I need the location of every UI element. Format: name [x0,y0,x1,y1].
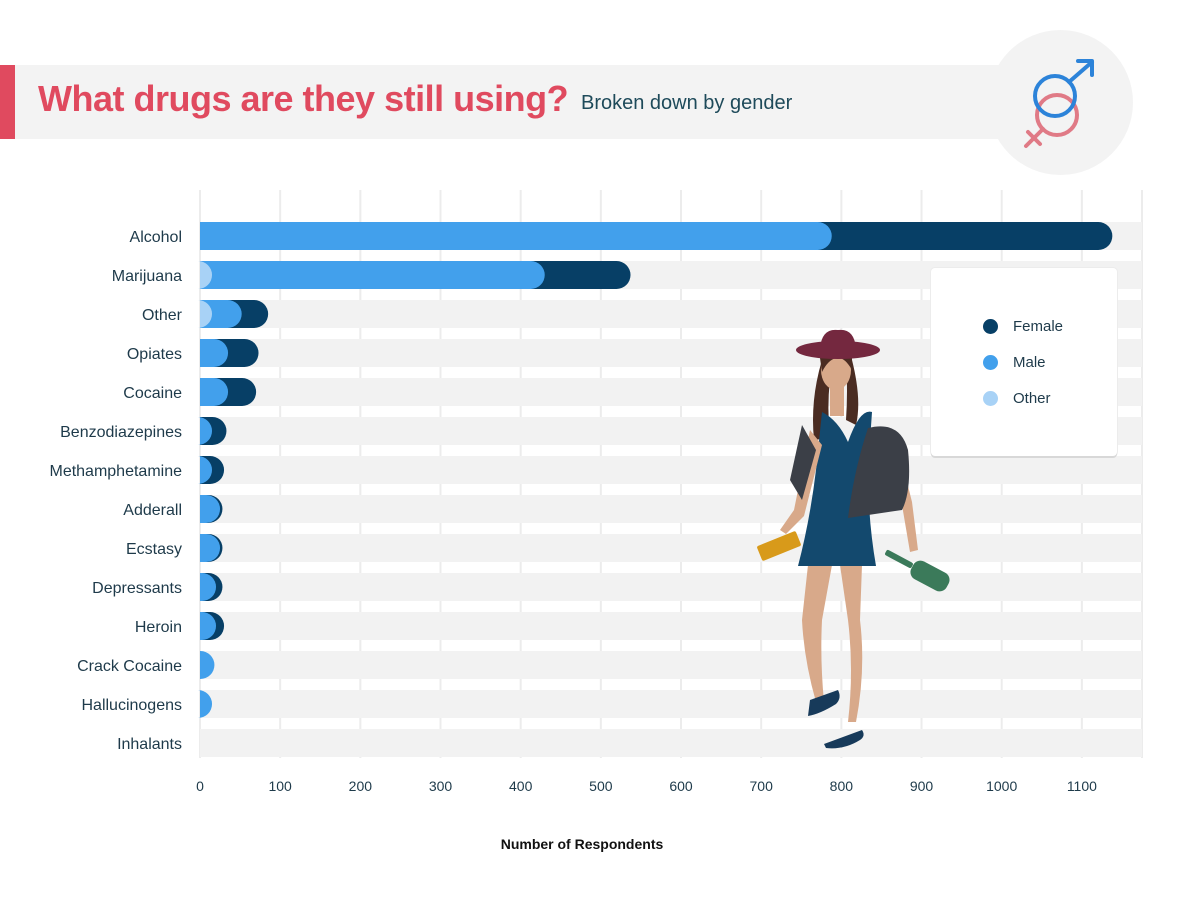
bar-male [200,495,221,523]
legend-item-other: Other [983,388,1051,408]
bar-male [198,417,213,445]
bar-male [200,300,242,328]
bar-male [200,222,832,250]
bar-track [200,690,1142,718]
bar-male [200,612,217,640]
legend-label-female: Female [1013,317,1064,335]
x-tick-label: 500 [589,778,613,794]
x-tick-label: 700 [750,778,774,794]
x-axis-title: Number of Respondents [500,836,664,852]
legend-item-female: Female [983,316,1063,336]
x-tick-label: 100 [268,778,292,794]
x-tick-label: 600 [669,778,693,794]
category-label: Inhalants [117,736,182,753]
chart-subtitle: Broken down by gender [581,92,793,114]
chart-title: What drugs are they still using? [38,78,569,119]
bar-male [200,573,217,601]
category-label: Methamphetamine [49,463,182,480]
category-label: Depressants [92,580,182,597]
gender-symbols-icon [988,30,1133,175]
bar-other [198,300,213,328]
category-label: Alcohol [130,229,182,246]
chart-legend: Female Male Other [931,268,1117,456]
x-tick-label: 300 [429,778,453,794]
legend-swatch-female [983,318,998,334]
legend-swatch-male [983,354,998,370]
x-tick-label: 400 [509,778,533,794]
bar-track [200,456,1142,484]
x-tick-label: 800 [830,778,854,794]
bar-male [200,651,215,679]
category-label: Adderall [123,502,182,519]
bar-male [200,534,221,562]
x-tick-label: 1100 [1067,778,1097,794]
x-tick-label: 900 [910,778,934,794]
bar-male [200,378,229,406]
x-tick-label: 1000 [986,778,1017,794]
category-label: Benzodiazepines [60,424,182,441]
bar-male [200,339,229,367]
legend-swatch-other [983,390,998,406]
category-label: Crack Cocaine [77,658,182,675]
bar-track [200,534,1142,562]
category-label: Other [142,307,183,324]
x-tick-label: 200 [349,778,373,794]
bar-male [198,690,213,718]
category-label: Hallucinogens [81,697,182,714]
category-label: Heroin [135,619,182,636]
woman-illustration [757,329,950,749]
bar-other [198,261,213,289]
bar-track [200,495,1142,523]
bar-track [200,729,1142,757]
category-label: Opiates [127,346,182,363]
legend-item-male: Male [983,352,1046,372]
legend-label-other: Other [1013,389,1051,407]
bar-track [200,573,1142,601]
bar-track [200,651,1142,679]
category-label: Ecstasy [126,541,182,558]
bar-male [200,261,545,289]
category-label: Cocaine [123,385,182,402]
header-accent [0,65,15,139]
category-label: Marijuana [112,268,182,285]
x-tick-label: 0 [196,778,204,794]
bar-male [198,456,213,484]
bar-track [200,612,1142,640]
header-bar [0,65,1040,139]
legend-label-male: Male [1013,353,1046,371]
